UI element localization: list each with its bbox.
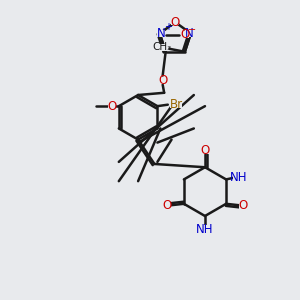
Bar (157, 30, 165, 37)
Text: N: N (185, 27, 194, 40)
Bar (199, 226, 211, 232)
Bar (108, 103, 116, 110)
Text: NH: NH (230, 171, 247, 184)
Bar (171, 19, 179, 26)
Text: NH: NH (196, 223, 214, 236)
Text: O: O (180, 28, 190, 41)
Bar (239, 202, 247, 208)
Bar (155, 44, 168, 51)
Text: −: − (188, 25, 196, 34)
Text: O: O (108, 100, 117, 113)
Text: O: O (158, 74, 167, 87)
Text: O: O (200, 144, 210, 157)
Text: CH₃: CH₃ (152, 42, 171, 52)
Text: O: O (162, 199, 172, 212)
Bar (158, 78, 167, 84)
Text: O: O (238, 199, 248, 212)
Text: +: + (164, 22, 172, 32)
Bar (163, 202, 171, 208)
Text: O: O (171, 16, 180, 29)
Text: N: N (157, 27, 166, 40)
Bar (233, 174, 244, 182)
Bar (185, 30, 194, 37)
Bar (181, 32, 189, 38)
Bar (201, 147, 209, 154)
Bar (170, 101, 182, 108)
Text: Br: Br (169, 98, 183, 111)
